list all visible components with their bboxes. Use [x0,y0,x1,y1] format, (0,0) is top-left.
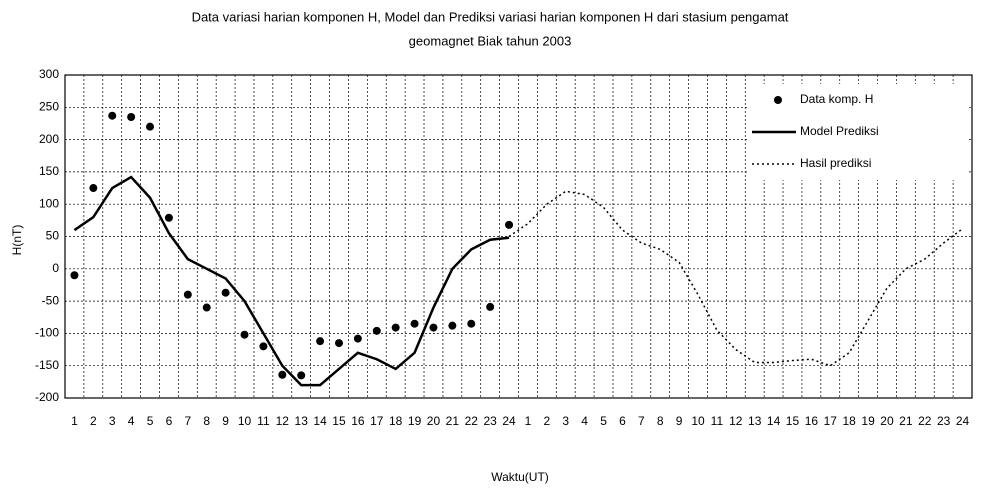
legend-label: Model Prediksi [800,124,879,138]
x-tick-label: 12 [729,414,743,428]
x-tick-label: 12 [276,414,290,428]
x-axis-label: Waktu(UT) [491,470,549,484]
y-tick-label: 0 [52,261,59,275]
x-tick-label: 5 [147,414,154,428]
data-point [183,290,192,299]
x-tick-label: 22 [918,414,932,428]
data-point [429,323,438,332]
data-point [89,184,98,193]
data-point [221,288,230,297]
data-point [259,342,268,351]
x-tick-label: 6 [619,414,626,428]
x-tick-label: 19 [861,414,875,428]
x-tick-label: 24 [956,414,970,428]
data-point [278,370,287,379]
x-tick-label: 13 [295,414,309,428]
data-point [164,213,173,222]
x-tick-label: 23 [483,414,497,428]
series-line [73,175,510,387]
data-point [108,111,117,120]
data-point [467,319,476,328]
x-tick-label: 4 [581,414,588,428]
y-tick-label: 100 [39,196,59,210]
data-point [486,302,495,311]
x-tick-label: 8 [203,414,210,428]
y-tick-label: 200 [39,132,59,146]
data-point [202,303,211,312]
x-tick-label: 15 [786,414,800,428]
x-tick-label: 14 [767,414,781,428]
data-point [127,112,136,121]
data-point [410,319,419,328]
x-tick-label: 22 [465,414,479,428]
data-point [334,339,343,348]
x-tick-label: 4 [128,414,135,428]
x-tick-label: 21 [446,414,460,428]
x-tick-label: 21 [899,414,913,428]
x-tick-label: 15 [332,414,346,428]
chart-title: Data variasi harian komponen H, Model da… [192,9,789,24]
x-tick-label: 5 [600,414,607,428]
x-tick-label: 7 [638,414,645,428]
x-tick-label: 16 [805,414,819,428]
x-tick-label: 6 [166,414,173,428]
data-point [316,337,325,346]
x-tick-label: 9 [222,414,229,428]
x-tick-label: 18 [842,414,856,428]
x-tick-label: 24 [502,414,516,428]
x-tick-label: 8 [657,414,664,428]
x-tick-label: 2 [90,414,97,428]
x-tick-label: 1 [525,414,532,428]
data-point [297,371,306,380]
y-tick-label: 50 [46,229,60,243]
x-tick-label: 19 [408,414,422,428]
x-tick-label: 11 [711,414,724,428]
x-tick-label: 13 [748,414,762,428]
x-tick-label: 14 [313,414,327,428]
legend-label: Data komp. H [800,92,873,106]
x-tick-label: 17 [370,414,384,428]
series-line [508,190,964,367]
data-point [240,330,249,339]
x-tick-label: 7 [184,414,191,428]
y-tick-label: -50 [42,293,60,307]
y-tick-label: 250 [39,99,59,113]
x-tick-label: 20 [427,414,441,428]
y-tick-label: 300 [39,67,59,81]
data-point [391,323,400,332]
x-tick-label: 1 [71,414,78,428]
y-tick-label: -150 [35,358,59,372]
plot-border [64,74,973,399]
x-tick-label: 17 [824,414,838,428]
y-tick-label: -100 [35,326,59,340]
data-point [146,122,155,131]
x-tick-label: 20 [880,414,894,428]
x-tick-label: 23 [937,414,951,428]
x-tick-label: 16 [351,414,365,428]
data-point [70,271,79,280]
x-tick-label: 18 [389,414,403,428]
data-point [372,326,381,335]
chart-title: geomagnet Biak tahun 2003 [409,33,572,48]
data-point [353,334,362,343]
y-axis-label: H(nT) [10,225,24,256]
legend-label: Hasil prediksi [800,156,871,170]
x-tick-label: 3 [562,414,569,428]
x-tick-label: 10 [691,414,705,428]
data-point [448,321,457,330]
y-tick-label: -200 [35,390,59,404]
x-tick-label: 3 [109,414,116,428]
x-tick-label: 10 [238,414,252,428]
data-point [505,220,514,229]
x-tick-label: 11 [257,414,270,428]
x-tick-label: 2 [544,414,551,428]
legend-marker [774,96,782,104]
y-tick-label: 150 [39,164,59,178]
x-tick-label: 9 [676,414,683,428]
